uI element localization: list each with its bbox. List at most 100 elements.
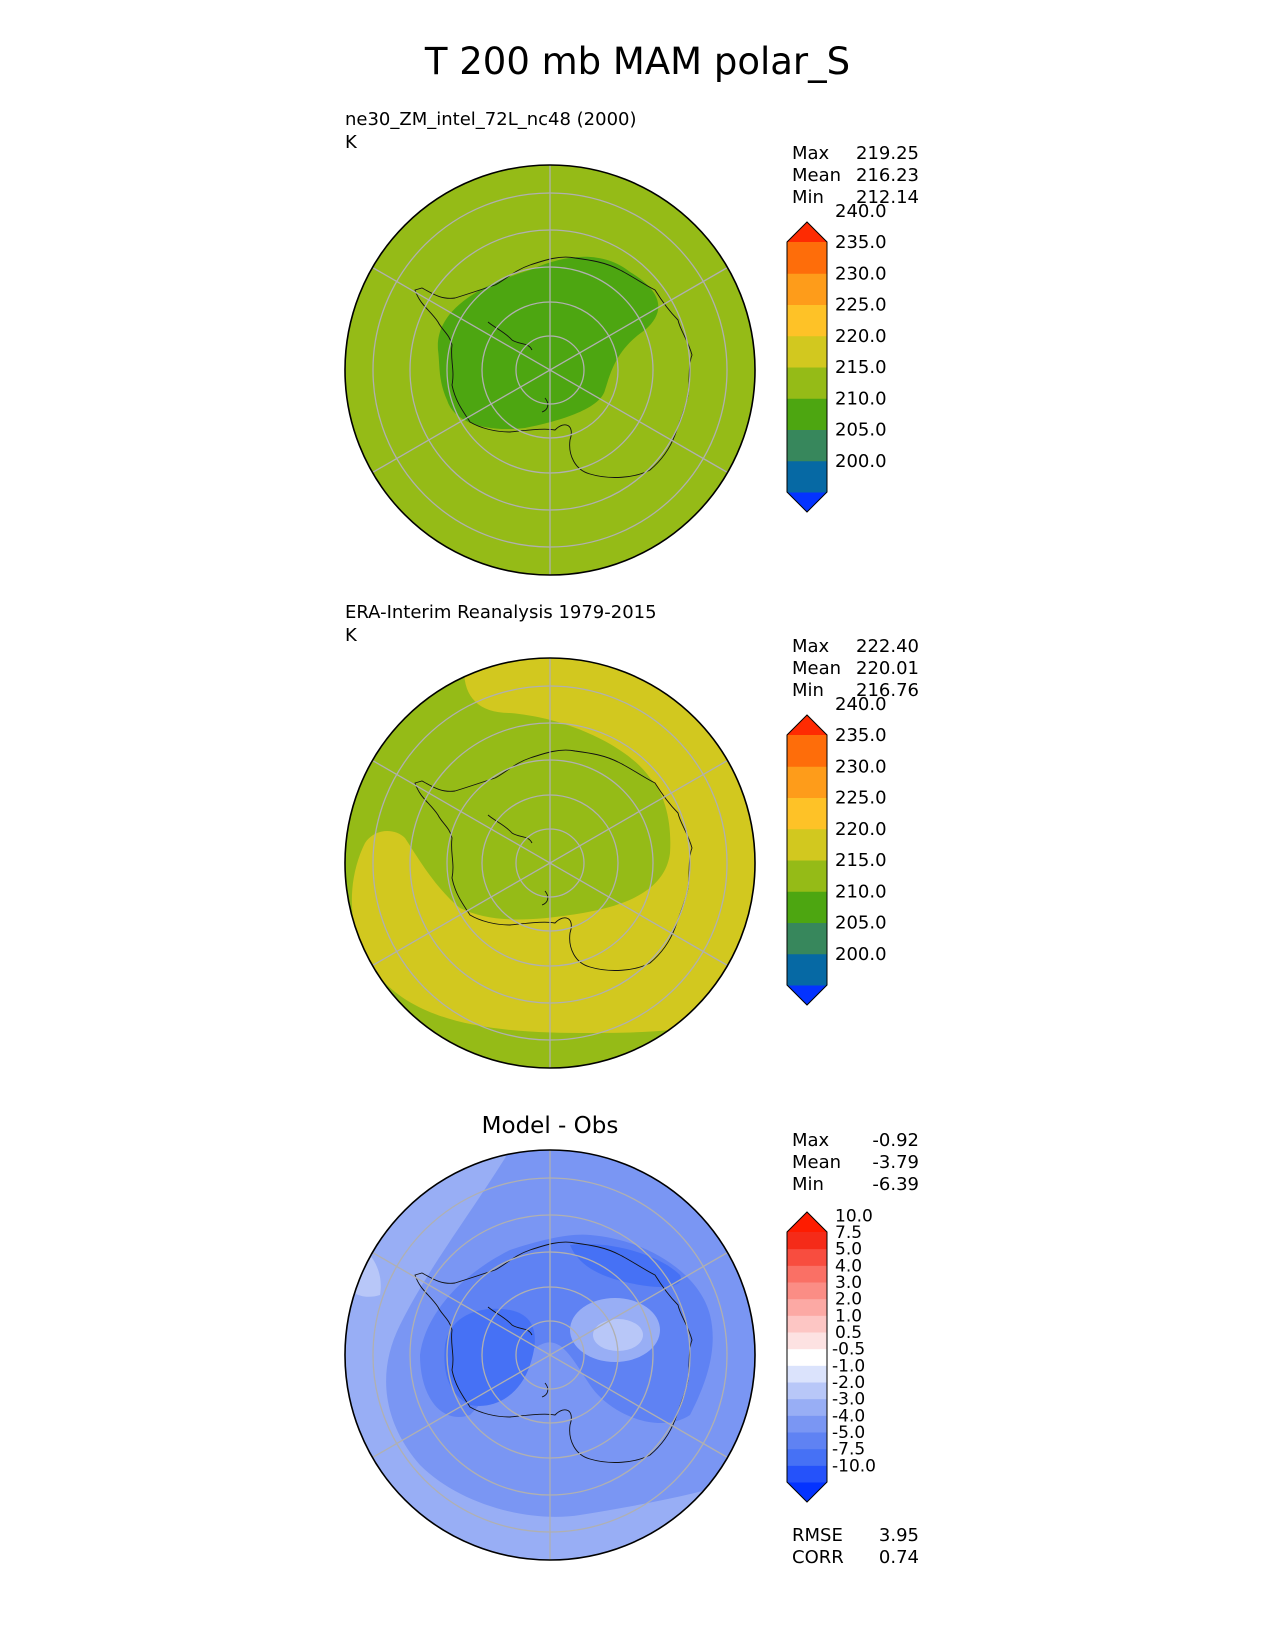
colorbar-tick-label: 205.0: [835, 913, 887, 934]
stat-value: -3.79: [872, 1152, 919, 1173]
antarctica-coastline: [414, 1241, 693, 1463]
colorbar-segment: [787, 367, 827, 399]
colorbar-segment: [787, 1332, 827, 1350]
diff-panel-title: Model - Obs: [481, 1113, 619, 1139]
colorbar-extend-min: [787, 1482, 827, 1502]
colorbar-segment: [787, 1348, 827, 1366]
diff-colorbar: -10.0-7.5-5.0-4.0-3.0-2.0-1.0-0.50.51.02…: [786, 1206, 876, 1503]
stat-label: Mean: [792, 658, 842, 679]
stat-label: Mean: [792, 165, 842, 186]
colorbar-tick-label: 0.5: [835, 1323, 862, 1343]
colorbar-tick-label: -3.0: [832, 1390, 865, 1410]
colorbar-tick-label: -2.0: [832, 1373, 865, 1393]
colorbar-tick-label: 220.0: [835, 819, 887, 840]
colorbar-segment: [787, 1298, 827, 1316]
stat-value: 212.14: [856, 187, 919, 208]
colorbar-segment: [787, 1282, 827, 1300]
lat-lon-grid: [372, 165, 728, 575]
model-polar-map: [344, 164, 756, 576]
colorbar-tick-label: 7.5: [835, 1223, 862, 1243]
colorbar-tick-label: 235.0: [835, 725, 887, 746]
colorbar-tick-label: 240.0: [835, 694, 887, 715]
colorbar-segment: [787, 922, 827, 955]
model-panel-title: ne30_ZM_intel_72L_nc48 (2000) K: [345, 108, 637, 154]
field-band-220-225: [351, 658, 755, 1033]
model-case-name: ne30_ZM_intel_72L_nc48 (2000): [345, 109, 637, 130]
map-boundary: [344, 1149, 756, 1561]
colorbar-segment: [787, 242, 827, 274]
colorbar-extend-min: [787, 492, 827, 512]
colorbar-segment: [787, 1398, 827, 1416]
colorbar-segment: [787, 1265, 827, 1283]
obs-units: K: [345, 625, 357, 646]
stat-value: 222.40: [856, 636, 919, 657]
colorbar-tick-label: 210.0: [835, 388, 887, 409]
obs-colorbar: 200.0 205.0 210.0 215.0 220.0 225.0 230.0 235.0…: [786, 694, 887, 1006]
colorbar-tick-label: 225.0: [835, 295, 887, 316]
stat-value: 216.76: [856, 680, 919, 701]
colorbar-segment: [787, 891, 827, 923]
model-colorbar: 200.0 205.0 210.0 215.0 220.0 225.0 230.0 235.0…: [786, 201, 887, 513]
stat-label: Min: [792, 680, 824, 701]
colorbar-segment: [787, 735, 827, 767]
stat-label: Max: [792, 636, 830, 657]
colorbar-segment: [787, 1248, 827, 1266]
field-band-210-215: [437, 256, 659, 430]
colorbar-outline: [786, 714, 828, 1006]
colorbar-segment: [787, 828, 827, 861]
map-boundary: [344, 164, 756, 576]
map-boundary: [344, 657, 756, 1069]
colorbar-segment: [787, 398, 827, 430]
corr-value: 0.74: [878, 1547, 919, 1568]
stat-label: Mean: [792, 1152, 842, 1173]
lat-lon-grid: [372, 658, 728, 1068]
colorbar-segment: [787, 273, 827, 305]
colorbar-segment: [787, 1315, 827, 1333]
metric-label: CORR: [792, 1547, 844, 1568]
colorbar-tick-label: 4.0: [835, 1256, 862, 1276]
colorbar-tick-label: 240.0: [835, 201, 887, 222]
colorbar-tick-label: 205.0: [835, 420, 887, 441]
field-band-minus7p5-minus5: [570, 1244, 681, 1287]
colorbar-segment: [787, 1382, 827, 1400]
stat-value: 216.23: [856, 165, 919, 186]
colorbar-segment: [787, 1415, 827, 1433]
obs-stats: Max 222.40 Mean 220.01 Min 216.76: [792, 636, 919, 702]
colorbar-segment: [787, 797, 827, 830]
stat-value: -6.39: [872, 1174, 919, 1195]
colorbar-tick-label: -10.0: [832, 1456, 876, 1476]
stat-label: Max: [792, 143, 830, 164]
diff-stats: Max -0.92 Mean -3.79 Min -6.39: [792, 1130, 919, 1196]
colorbar-extend-max: [787, 715, 827, 735]
antarctica-coastline: [414, 256, 693, 478]
colorbar-tick-label: -0.5: [832, 1340, 865, 1360]
colorbar-segment: [787, 304, 827, 337]
colorbar-tick-label: 10.0: [835, 1206, 873, 1226]
colorbar-tick-label: 215.0: [835, 357, 887, 378]
colorbar-extend-max: [787, 1212, 827, 1232]
lat-lon-grid: [372, 1150, 728, 1560]
metric-label: RMSE: [792, 1525, 843, 1546]
field-band-minus2-minus1: [593, 1319, 643, 1351]
colorbar-tick-label: -7.5: [832, 1440, 865, 1460]
stat-label: Min: [792, 1174, 824, 1195]
colorbar-segment: [787, 766, 827, 798]
colorbar-tick-label: 200.0: [835, 451, 887, 472]
colorbar-segment: [787, 1365, 827, 1383]
stat-value: 220.01: [856, 658, 919, 679]
colorbar-tick-label: 3.0: [835, 1273, 862, 1293]
diff-polar-map: [344, 1149, 756, 1561]
colorbar-tick-label: 225.0: [835, 788, 887, 809]
colorbar-outline: [786, 1211, 828, 1503]
colorbar-segment: [787, 429, 827, 462]
rmse-value: 3.95: [878, 1525, 919, 1546]
colorbar-extend-max: [787, 222, 827, 242]
colorbar-tick-label: 215.0: [835, 850, 887, 871]
colorbar-tick-label: 230.0: [835, 263, 887, 284]
colorbar-tick-label: -4.0: [832, 1406, 865, 1426]
colorbar-segment: [787, 460, 827, 493]
colorbar-tick-label: 5.0: [835, 1240, 862, 1260]
colorbar-segment: [787, 953, 827, 986]
colorbar-tick-label: 2.0: [835, 1290, 862, 1310]
stat-label: Max: [792, 1130, 830, 1151]
